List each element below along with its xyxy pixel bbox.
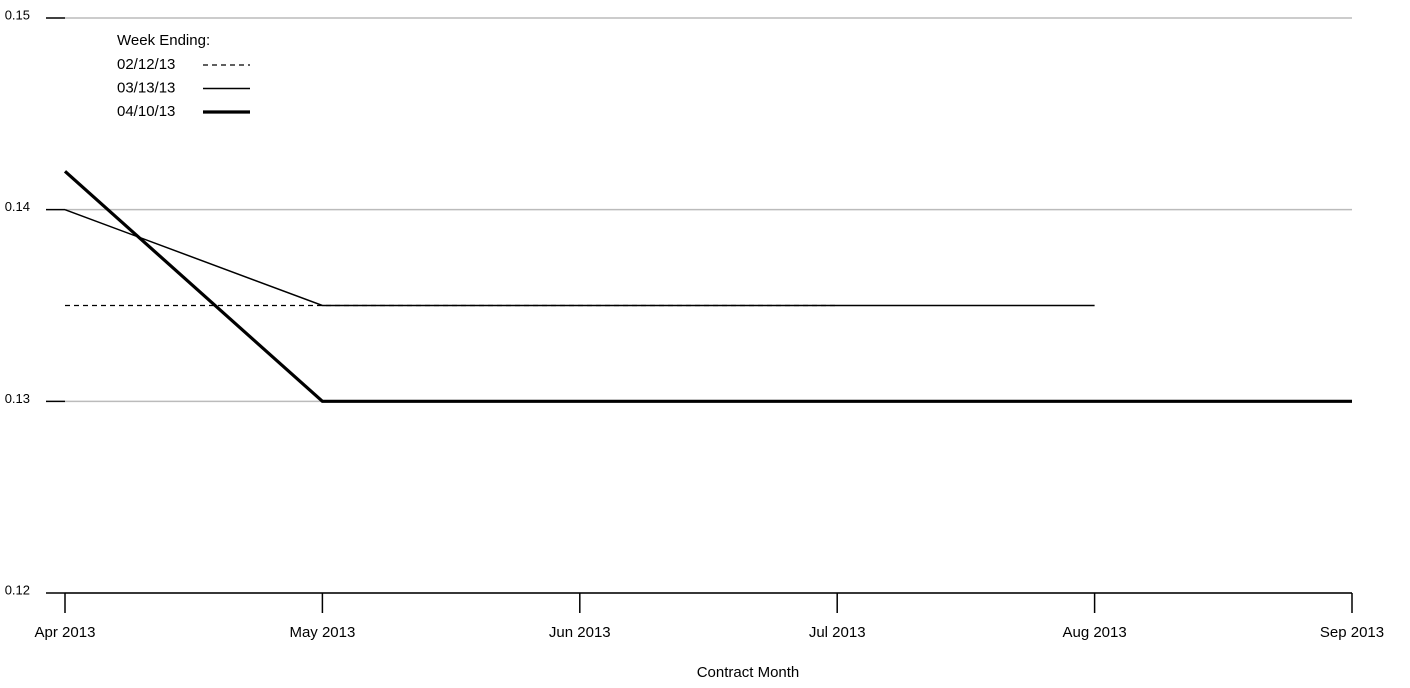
legend-label: 03/13/13 xyxy=(117,79,175,96)
x-tick-label: Jul 2013 xyxy=(809,624,866,641)
x-tick-label: Sep 2013 xyxy=(1320,624,1384,641)
y-tick-label: 0.12 xyxy=(5,582,30,597)
y-tick-label: 0.13 xyxy=(5,391,30,406)
x-tick-label: May 2013 xyxy=(289,624,355,641)
legend-label: 02/12/13 xyxy=(117,56,175,73)
y-tick-label: 0.15 xyxy=(5,7,30,22)
x-tick-label: Aug 2013 xyxy=(1062,624,1126,641)
y-tick-label: 0.14 xyxy=(5,199,30,214)
x-tick-label: Apr 2013 xyxy=(35,624,96,641)
legend-title: Week Ending: xyxy=(117,32,210,49)
x-axis-title: Contract Month xyxy=(697,664,800,681)
x-tick-label: Jun 2013 xyxy=(549,624,611,641)
line-series xyxy=(63,170,1352,403)
line-series xyxy=(64,208,1095,307)
legend-label: 04/10/13 xyxy=(117,103,175,120)
